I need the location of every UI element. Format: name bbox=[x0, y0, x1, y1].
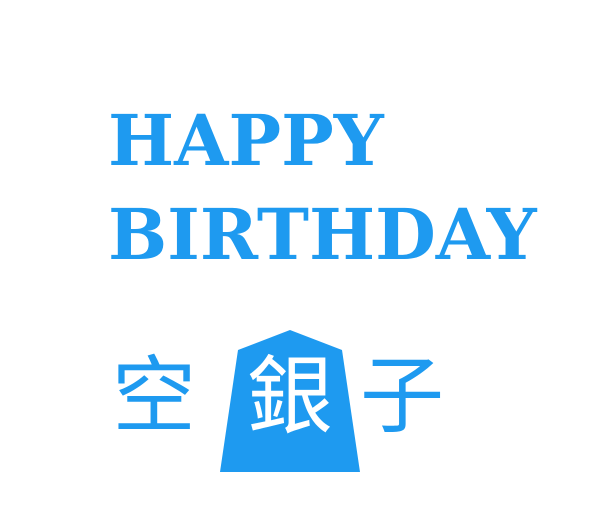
shogi-piece-icon: 銀 bbox=[218, 328, 362, 474]
name-char-center: 銀 bbox=[247, 347, 333, 447]
name-char-left: 空 bbox=[112, 347, 197, 445]
name-char-right: 子 bbox=[360, 347, 445, 445]
greeting-line-birthday: BIRTHDAY bbox=[108, 193, 537, 276]
shogi-piece-outline bbox=[220, 330, 360, 472]
shogi-piece-shape bbox=[220, 330, 360, 472]
greeting-line-happy: HAPPY bbox=[108, 99, 384, 182]
